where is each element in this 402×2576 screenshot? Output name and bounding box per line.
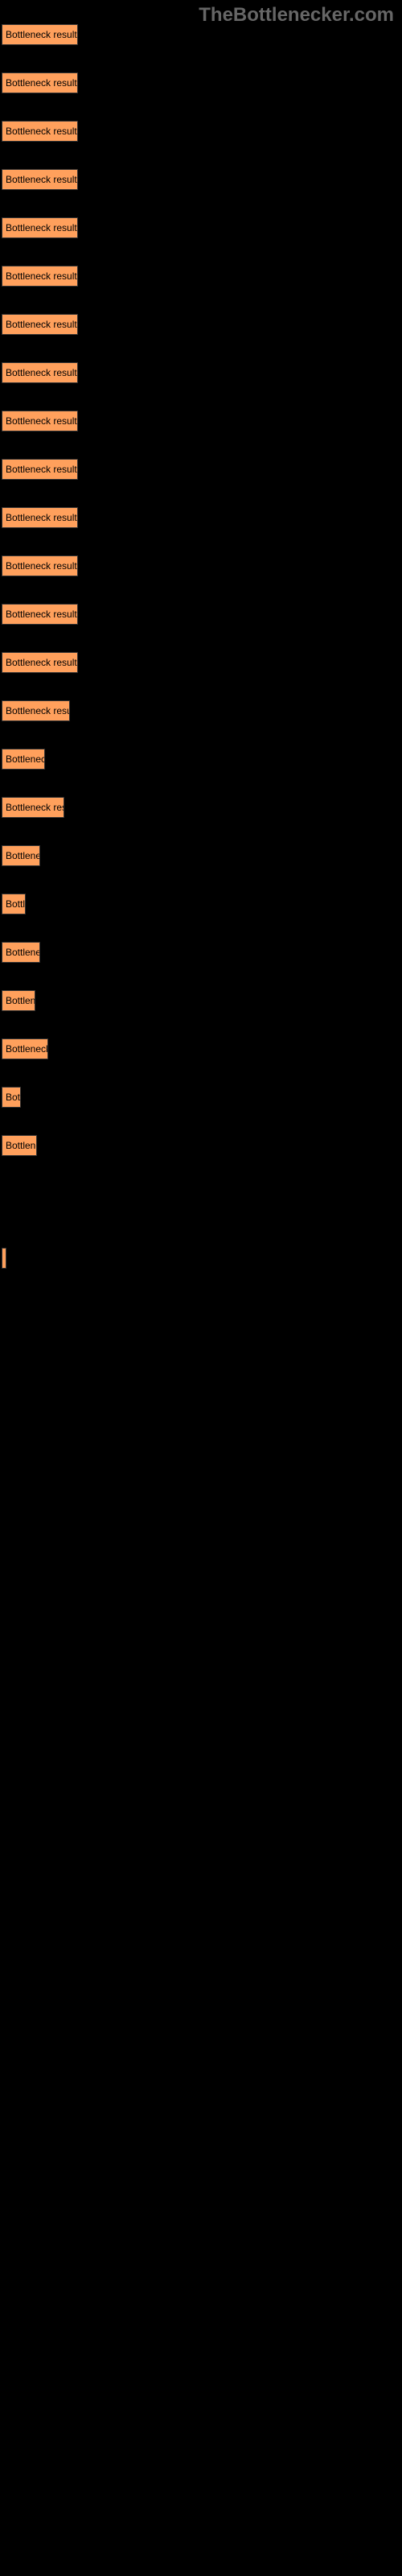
bar: Bottleneck result [2,942,40,963]
bar-row: Bottleneck result [2,362,402,383]
bar-row: Bottleneck result [2,555,402,576]
bar: Bottleneck result [2,652,78,673]
bar: Bottleneck result [2,217,78,238]
bar-row: Bottleneck result [2,749,402,770]
bar: Bottleneck result [2,507,78,528]
bar-row: Bottleneck result [2,845,402,866]
bar: Bottleneck result [2,266,78,287]
bar-row: Bottleneck result [2,990,402,1011]
bar-row: Bottleneck result [2,604,402,625]
bar: Bottleneck result [2,700,70,721]
bar-row: Bottleneck result [2,797,402,818]
bar-row: Bottleneck result [2,1038,402,1059]
bar: Bottleneck result [2,121,78,142]
bar: Bottleneck result [2,1135,37,1156]
bar-row: Bottleneck result [2,1087,402,1108]
bar: Bottleneck result [2,1038,48,1059]
bar: Bottleneck result [2,314,78,335]
bar [2,1248,6,1269]
bar: Bottleneck result [2,749,45,770]
bar: Bottleneck result [2,604,78,625]
bar-row: Bottleneck result [2,24,402,45]
bar-row [2,1248,402,1269]
bar-row: Bottleneck result [2,942,402,963]
bar: Bottleneck result [2,894,26,914]
bar-row: Bottleneck result [2,314,402,335]
bar-row: Bottleneck result [2,894,402,914]
bar: Bottleneck result [2,411,78,431]
bar: Bottleneck result [2,797,64,818]
bar-chart: Bottleneck result Bottleneck result Bottle… [0,0,402,2262]
bar: Bottleneck result [2,362,78,383]
bar: Bottleneck result [2,1087,21,1108]
bar-row: Bottleneck result [2,700,402,721]
bar-row: Bottleneck result [2,411,402,431]
bar-row: Bottleneck result [2,217,402,238]
watermark: TheBottlenecker.com [199,4,394,27]
bar: Bottleneck result [2,990,35,1011]
bar-row: Bottleneck result [2,507,402,528]
bar: Bottleneck result [2,72,78,93]
bar-row: Bottleneck result [2,72,402,93]
bar: Bottleneck result [2,555,78,576]
bar: Bottleneck result [2,24,78,45]
bar: Bottleneck result [2,459,78,480]
bar-row: Bottleneck result [2,266,402,287]
bar-row: Bottleneck result [2,1135,402,1156]
bar-row: Bottleneck result [2,652,402,673]
bar: Bottleneck result [2,169,78,190]
bar: Bottleneck result [2,845,40,866]
bar-row: Bottleneck result [2,169,402,190]
bar-row: Bottleneck result [2,121,402,142]
bar-row: Bottleneck result [2,459,402,480]
